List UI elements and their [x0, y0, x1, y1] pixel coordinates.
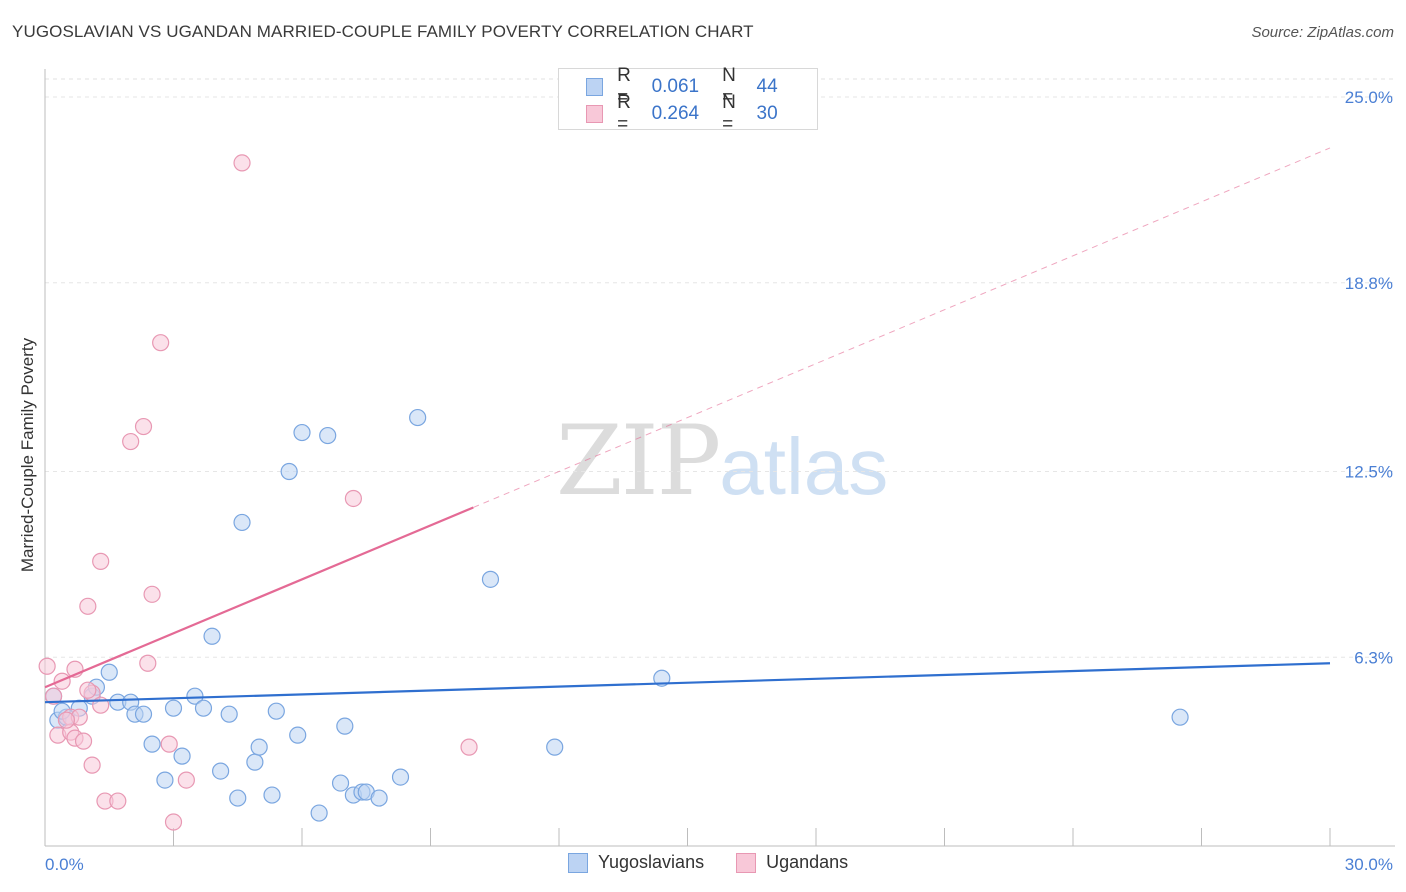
legend-n-value: 44 [756, 76, 778, 97]
point-ugandan [92, 552, 110, 570]
legend-item-ugandans: Ugandans [736, 852, 848, 873]
x-tick-label-max: 30.0% [1345, 855, 1393, 874]
series-legend: Yugoslavians Ugandans [568, 852, 880, 873]
legend-r-label: R = [617, 92, 631, 135]
legend-swatch-blue [568, 852, 588, 873]
legend-n-label: N = [722, 92, 736, 135]
legend-swatch-pink [586, 105, 604, 123]
watermark: ZIPatlas [556, 405, 888, 517]
point-yugoslavian [233, 513, 251, 532]
legend-item-yugoslavians: Yugoslavians [568, 852, 704, 873]
stats-legend: R = 0.061 N = 44 R = 0.264 N = 30 [558, 65, 818, 135]
point-yugoslavian [100, 663, 118, 681]
y-tick-label: 25.0% [1345, 88, 1393, 107]
point-yugoslavian [250, 738, 268, 756]
point-yugoslavian [203, 627, 221, 645]
trendline-yugoslavians [44, 662, 1331, 704]
point-yugoslavian [186, 687, 204, 705]
legend-n-value: 30 [756, 103, 778, 124]
point-yugoslavian [409, 408, 427, 427]
point-yugoslavian [481, 570, 500, 588]
point-yugoslavian [1171, 708, 1189, 726]
legend-row-yugoslavians: R = 0.061 N = 44 [586, 65, 817, 108]
point-ugandan [134, 417, 153, 436]
point-ugandan [74, 732, 93, 750]
point-yugoslavian [194, 699, 213, 717]
point-ugandan [109, 792, 127, 810]
point-ugandan [164, 813, 183, 831]
point-ugandan [177, 771, 195, 789]
x-tick-label-min: 0.0% [45, 855, 84, 874]
point-ugandan [152, 334, 170, 352]
legend-r-value: 0.264 [651, 103, 700, 124]
point-yugoslavian [336, 717, 354, 735]
point-ugandan [79, 597, 97, 615]
legend-r-value: 0.061 [651, 76, 700, 97]
point-yugoslavian [310, 804, 328, 822]
point-yugoslavian [391, 768, 410, 786]
point-yugoslavian [143, 735, 161, 753]
point-ugandan [160, 735, 178, 753]
y-tick-label: 12.5% [1345, 463, 1393, 482]
point-yugoslavian [331, 774, 350, 792]
legend-swatch-pink [736, 852, 757, 873]
trendline-ugandans-extension [473, 147, 1331, 508]
point-yugoslavian [546, 738, 564, 756]
point-ugandan [344, 489, 362, 508]
point-yugoslavian [653, 669, 671, 687]
chart-source: Source: ZipAtlas.com [1251, 24, 1394, 41]
legend-label-yugoslavians: Yugoslavians [598, 852, 705, 872]
legend-swatch-blue [586, 78, 604, 96]
point-yugoslavian [246, 753, 264, 771]
point-yugoslavian [293, 423, 311, 442]
point-ugandan [79, 681, 97, 699]
point-yugoslavian [289, 726, 307, 744]
point-ugandan [38, 657, 56, 675]
point-yugoslavian [267, 702, 285, 720]
y-tick-label: 6.3% [1354, 648, 1393, 667]
watermark-zip: ZIP [556, 405, 721, 517]
legend-label-ugandans: Ugandans [766, 852, 849, 872]
point-yugoslavian [370, 789, 388, 807]
point-ugandan [44, 687, 63, 705]
point-yugoslavian [164, 699, 183, 717]
point-ugandan [122, 432, 140, 451]
point-yugoslavian [319, 426, 337, 445]
legend-r-label: R = [617, 65, 631, 108]
legend-n-label: N = [722, 65, 736, 108]
watermark-atlas: atlas [719, 422, 889, 511]
point-ugandan [460, 738, 478, 756]
point-yugoslavian [220, 705, 238, 723]
point-yugoslavian [229, 789, 247, 807]
point-yugoslavian [173, 747, 191, 765]
point-yugoslavian [280, 462, 298, 481]
point-ugandan [233, 154, 251, 172]
point-ugandan [143, 585, 161, 603]
legend-row-ugandans: R = 0.264 N = 30 [586, 92, 817, 135]
point-yugoslavian [134, 705, 153, 723]
point-yugoslavian [212, 762, 230, 780]
trendline-ugandans [44, 506, 474, 689]
point-ugandan [139, 654, 157, 672]
point-yugoslavian [156, 771, 174, 789]
y-tick-label: 18.8% [1345, 274, 1393, 293]
point-ugandan [57, 711, 76, 729]
point-ugandan [83, 756, 101, 774]
point-yugoslavian [263, 786, 281, 804]
chart-title: YUGOSLAVIAN VS UGANDAN MARRIED-COUPLE FA… [12, 22, 754, 41]
